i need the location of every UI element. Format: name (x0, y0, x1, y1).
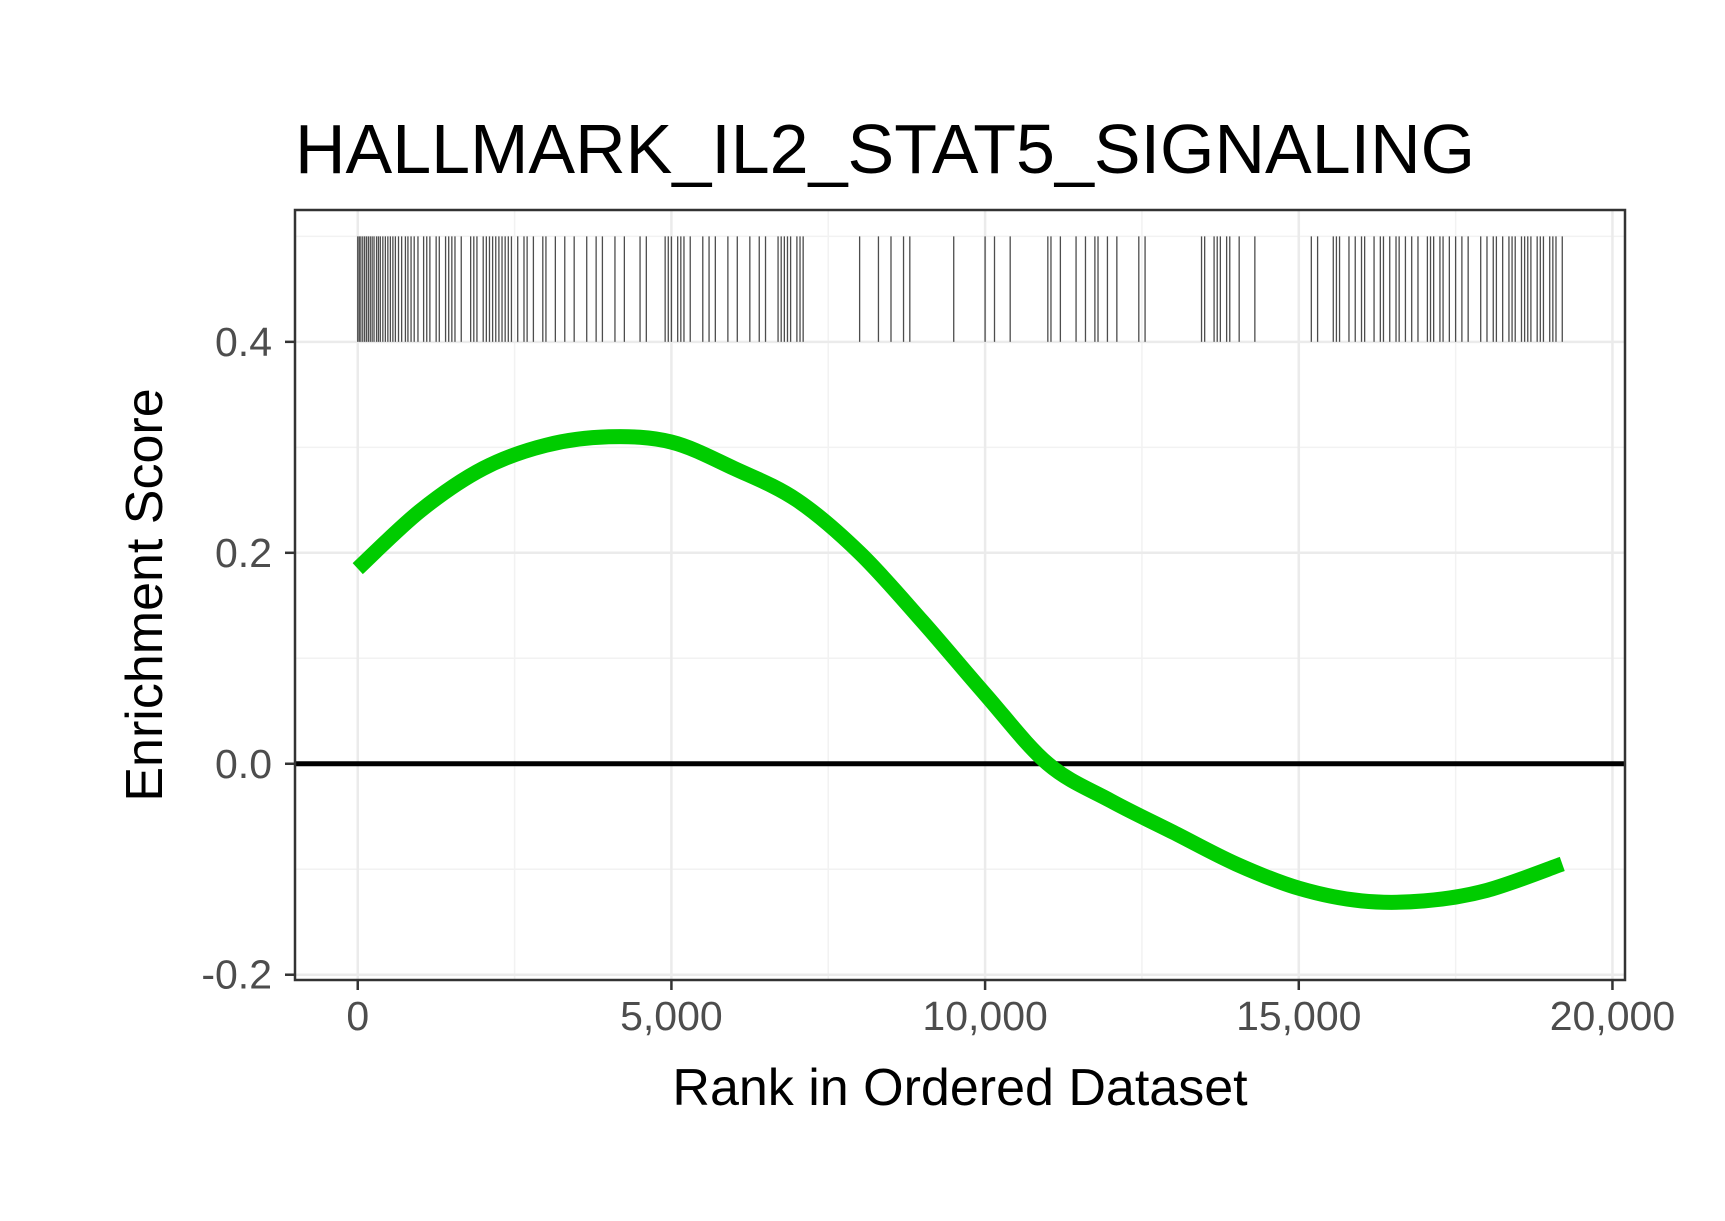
x-tick-label: 5,000 (620, 993, 723, 1039)
y-tick-label: 0.4 (215, 319, 272, 365)
plot-border (293, 208, 1627, 982)
y-tick-label: 0.0 (215, 741, 272, 787)
x-tick-label: 10,000 (922, 993, 1047, 1039)
y-tick-label: 0.2 (215, 530, 272, 576)
x-axis: 0 5,000 10,000 15,000 20,000 (346, 980, 1675, 1039)
y-tick-label: -0.2 (201, 952, 272, 998)
plot-panel (295, 210, 1625, 980)
gene-hit-ticks (357, 236, 1563, 342)
y-axis-title: Enrichment Score (116, 388, 174, 801)
y-axis: -0.2 0.0 0.2 0.4 (201, 319, 295, 998)
x-tick-label: 15,000 (1236, 993, 1361, 1039)
enrichment-score-curve (352, 429, 1565, 910)
x-axis-title: Rank in Ordered Dataset (672, 1059, 1248, 1117)
x-tick-label: 20,000 (1550, 993, 1675, 1039)
chart-title: HALLMARK_IL2_STAT5_SIGNALING (295, 110, 1475, 188)
x-tick-label: 0 (346, 993, 369, 1039)
